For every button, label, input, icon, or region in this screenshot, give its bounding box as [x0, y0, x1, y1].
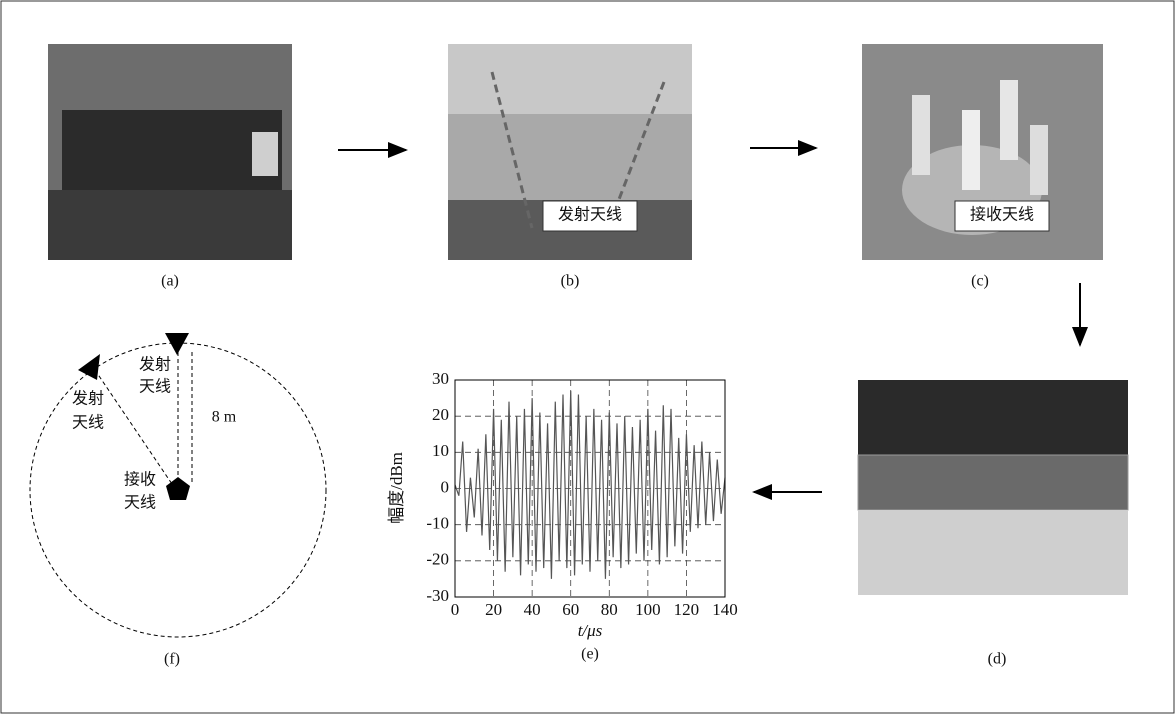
- photo-label: 接收天线: [970, 206, 1034, 224]
- panel-label: (d): [988, 651, 1007, 668]
- x-tick-label: 80: [601, 600, 618, 619]
- photo-b: 发射天线: [448, 44, 692, 260]
- x-tick-label: 20: [485, 600, 502, 619]
- x-tick-label: 140: [712, 600, 738, 619]
- photo-d: [857, 380, 1129, 595]
- y-tick-label: 10: [432, 441, 449, 460]
- photo-a: [48, 44, 292, 260]
- tx-label: 天线: [72, 414, 104, 432]
- tx-label: 发射: [72, 390, 104, 408]
- y-tick-label: -10: [426, 514, 449, 533]
- x-tick-label: 60: [562, 600, 579, 619]
- y-tick-label: 30: [432, 369, 449, 388]
- y-tick-label: -30: [426, 586, 449, 605]
- panel-label: (f): [164, 651, 180, 668]
- panel-label: (c): [971, 273, 989, 290]
- panel-label: (e): [581, 646, 599, 663]
- panel-label: (a): [161, 273, 179, 290]
- layout-diagram: 发射 天线 发射 天线 8 m 接收 天线: [29, 333, 327, 638]
- plot-frame: [454, 379, 726, 598]
- x-tick-label: 40: [524, 600, 541, 619]
- tx-label: 发射: [139, 356, 171, 374]
- y-axis-label: 幅度/dBm: [387, 452, 406, 524]
- flow-arrows: [338, 140, 1088, 500]
- panel-label: (b): [561, 273, 580, 290]
- signal-line: [454, 390, 726, 579]
- y-tick-label: 20: [432, 405, 449, 424]
- x-tick-label: 100: [635, 600, 661, 619]
- y-tick-label: 0: [441, 477, 450, 496]
- x-tick-label: 120: [674, 600, 700, 619]
- photo-c: 接收天线: [862, 44, 1103, 260]
- photo-label: 发射天线: [558, 206, 622, 224]
- x-tick-label: 0: [451, 600, 460, 619]
- signal-chart: t/μs 幅度/dBm -30 -20 -10 0 10 20 30 0 20 40 60 80 100…: [387, 369, 738, 640]
- rx-label: 天线: [124, 494, 156, 512]
- x-axis-label: t/μs: [578, 621, 603, 640]
- distance-label: 8 m: [212, 409, 237, 426]
- tx-label: 天线: [139, 378, 171, 396]
- rx-label: 接收: [124, 471, 156, 489]
- y-tick-label: -20: [426, 550, 449, 569]
